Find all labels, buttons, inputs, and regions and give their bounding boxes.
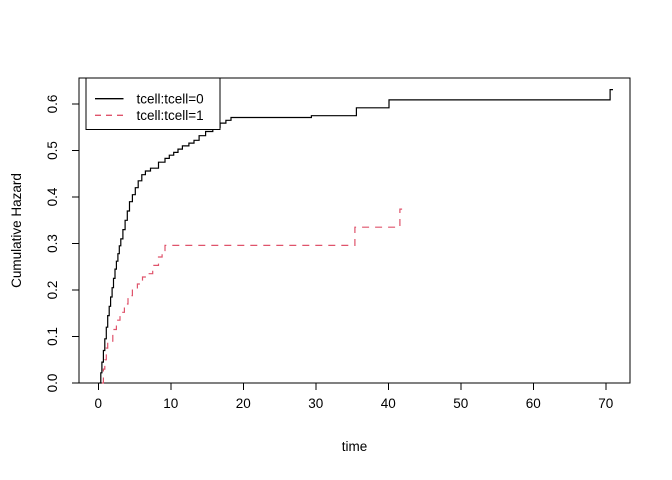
x-axis-tick-label: 0	[95, 396, 103, 411]
hazard-curve-tcell1	[101, 208, 403, 384]
y-axis-tick-label: 0.4	[45, 187, 60, 206]
plot-content: 0 10 20 30 40 50 60 70 0.0 0.1 0.2 0.3 0.4 0.5 0.6 tcel…	[45, 77, 613, 411]
x-axis-tick-label: 40	[381, 396, 396, 411]
x-axis-label: time	[342, 439, 368, 454]
y-axis-tick-label: 0.3	[45, 234, 60, 253]
x-axis-tick-label: 20	[236, 396, 251, 411]
y-axis-label: Cumulative Hazard	[9, 173, 24, 288]
x-axis-tick-label: 30	[308, 396, 323, 411]
legend-label-tcell1: tcell:tcell=1	[137, 108, 204, 123]
x-axis-tick-label: 70	[598, 396, 613, 411]
hazard-curve-tcell0	[99, 89, 613, 384]
x-axis-tick-label: 50	[453, 396, 468, 411]
x-axis-tick-label: 10	[163, 396, 178, 411]
plot-frame	[78, 77, 631, 384]
x-axis-tick-label: 60	[526, 396, 541, 411]
y-axis-tick-label: 0.1	[45, 327, 60, 346]
legend-label-tcell0: tcell:tcell=0	[137, 92, 204, 107]
legend-box	[85, 77, 221, 130]
y-axis-tick-label: 0.6	[45, 95, 60, 114]
y-axis-tick-label: 0.0	[45, 374, 60, 393]
y-axis-tick-label: 0.2	[45, 281, 60, 300]
y-axis-tick-label: 0.5	[45, 141, 60, 160]
